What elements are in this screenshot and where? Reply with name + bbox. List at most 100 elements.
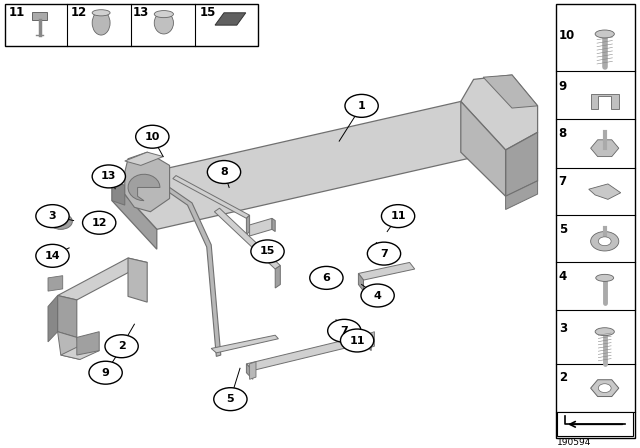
Circle shape (214, 388, 247, 411)
Polygon shape (58, 296, 77, 337)
Text: 7: 7 (559, 175, 567, 188)
Circle shape (598, 237, 611, 246)
Polygon shape (61, 344, 99, 359)
Polygon shape (358, 263, 415, 280)
Text: 1: 1 (358, 101, 365, 111)
Polygon shape (250, 218, 272, 236)
Text: 11: 11 (390, 211, 406, 221)
Circle shape (591, 232, 619, 251)
Circle shape (328, 319, 361, 342)
Polygon shape (112, 101, 506, 229)
Circle shape (345, 95, 378, 117)
Text: 7: 7 (380, 249, 388, 258)
Polygon shape (211, 335, 278, 353)
Text: 3: 3 (49, 211, 56, 221)
Text: 11: 11 (349, 336, 365, 345)
Polygon shape (506, 132, 538, 196)
Polygon shape (275, 266, 280, 288)
Text: 4: 4 (559, 270, 567, 283)
Polygon shape (58, 258, 147, 300)
Polygon shape (48, 296, 58, 342)
Polygon shape (591, 94, 619, 109)
FancyBboxPatch shape (5, 4, 258, 46)
Ellipse shape (595, 30, 614, 38)
Text: 5: 5 (227, 394, 234, 404)
Text: 14: 14 (45, 251, 60, 261)
Circle shape (310, 267, 343, 289)
Polygon shape (173, 176, 250, 218)
Text: 13: 13 (101, 172, 116, 181)
Circle shape (83, 211, 116, 234)
Polygon shape (461, 75, 538, 150)
Polygon shape (483, 75, 538, 108)
Text: 4: 4 (374, 290, 381, 301)
Polygon shape (246, 215, 250, 235)
Circle shape (251, 240, 284, 263)
Polygon shape (365, 332, 374, 349)
Text: 13: 13 (133, 6, 149, 19)
Polygon shape (246, 364, 253, 379)
Text: 12: 12 (92, 218, 107, 228)
Polygon shape (589, 184, 621, 199)
Polygon shape (162, 185, 221, 357)
Text: 2: 2 (118, 341, 125, 351)
Polygon shape (48, 276, 63, 291)
Text: 10: 10 (559, 29, 575, 42)
Text: 7: 7 (340, 326, 348, 336)
Circle shape (598, 384, 611, 392)
Polygon shape (58, 332, 80, 359)
Circle shape (367, 242, 401, 265)
Polygon shape (365, 335, 371, 351)
Ellipse shape (595, 328, 614, 336)
Ellipse shape (154, 12, 173, 34)
Polygon shape (461, 101, 506, 196)
Text: 2: 2 (559, 371, 567, 384)
Circle shape (36, 205, 69, 228)
Text: 5: 5 (559, 223, 567, 236)
Ellipse shape (154, 11, 173, 17)
Polygon shape (214, 208, 280, 269)
Text: 6: 6 (323, 273, 330, 283)
Ellipse shape (92, 11, 110, 35)
Circle shape (105, 335, 138, 358)
Polygon shape (128, 174, 160, 201)
Circle shape (207, 160, 241, 184)
Text: 10: 10 (145, 132, 160, 142)
Text: 15: 15 (260, 246, 275, 256)
Circle shape (340, 329, 374, 352)
Text: 15: 15 (200, 6, 216, 19)
Polygon shape (125, 152, 163, 165)
Circle shape (136, 125, 169, 148)
Ellipse shape (92, 10, 110, 16)
Text: 8: 8 (220, 167, 228, 177)
FancyBboxPatch shape (556, 4, 635, 438)
Text: 9: 9 (559, 80, 567, 93)
Polygon shape (128, 258, 147, 302)
FancyBboxPatch shape (32, 12, 47, 20)
Polygon shape (506, 181, 538, 210)
Circle shape (92, 165, 125, 188)
Polygon shape (246, 335, 371, 370)
Polygon shape (215, 13, 246, 25)
Text: 190594: 190594 (557, 439, 591, 448)
Polygon shape (250, 362, 256, 379)
Circle shape (54, 217, 67, 226)
Text: 11: 11 (9, 6, 25, 19)
Polygon shape (358, 273, 364, 291)
Circle shape (381, 205, 415, 228)
Circle shape (89, 361, 122, 384)
Circle shape (49, 214, 72, 229)
Circle shape (361, 284, 394, 307)
Text: 12: 12 (70, 6, 86, 19)
Polygon shape (272, 218, 275, 232)
Polygon shape (112, 181, 125, 205)
Polygon shape (125, 152, 170, 212)
Polygon shape (112, 181, 157, 249)
Circle shape (36, 244, 69, 267)
FancyBboxPatch shape (557, 412, 633, 436)
Text: 8: 8 (559, 127, 567, 140)
Polygon shape (77, 332, 99, 355)
Text: 3: 3 (559, 322, 567, 335)
Ellipse shape (596, 274, 614, 281)
Text: 9: 9 (102, 368, 109, 378)
